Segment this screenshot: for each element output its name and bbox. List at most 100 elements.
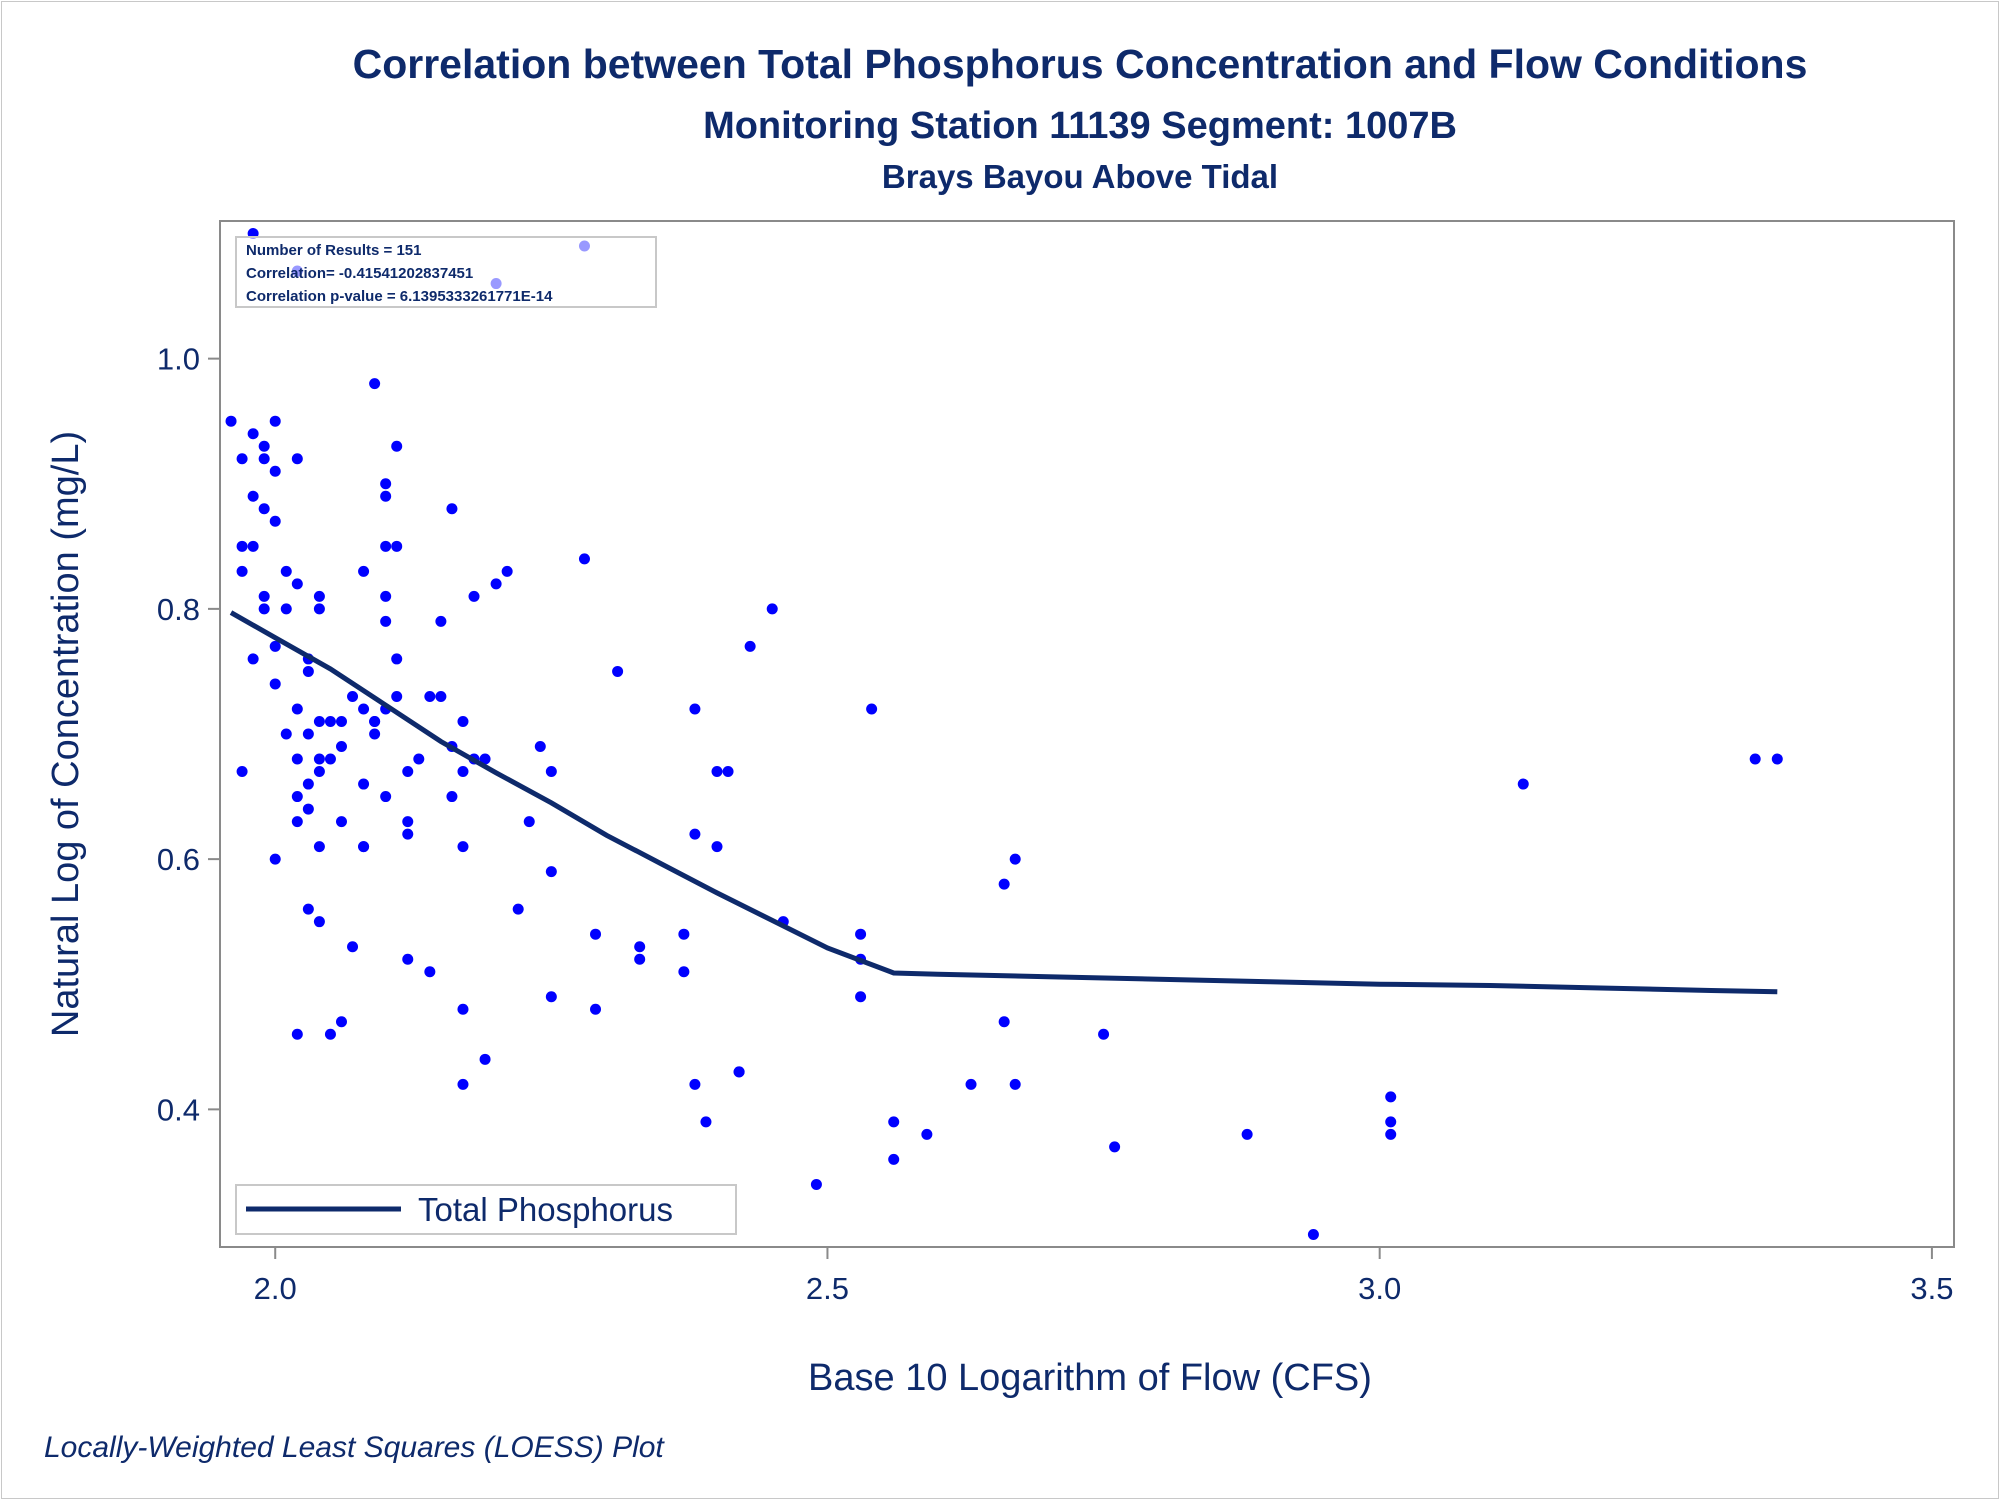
data-point [424, 966, 436, 978]
data-point [313, 916, 325, 928]
data-point [678, 966, 690, 978]
data-point [347, 690, 359, 702]
data-point [888, 1153, 900, 1165]
data-point [380, 478, 392, 490]
data-point [1098, 1028, 1110, 1040]
data-point [380, 791, 392, 803]
stat-correlation: Correlation= -0.41541202837451 [246, 265, 473, 282]
data-point [722, 766, 734, 778]
data-point [324, 753, 336, 765]
data-point [269, 465, 281, 477]
data-point [457, 841, 469, 853]
data-point [313, 841, 325, 853]
chart-subtitle: Monitoring Station 11139 Segment: 1007B [703, 105, 1457, 147]
data-point [369, 378, 381, 390]
data-point [590, 928, 602, 940]
data-point [1385, 1091, 1397, 1103]
data-point [258, 603, 270, 615]
data-point [302, 778, 314, 790]
data-point [766, 603, 778, 615]
data-point [402, 828, 414, 840]
data-point [258, 590, 270, 602]
data-point [347, 941, 359, 953]
data-point [534, 741, 546, 753]
data-point [280, 603, 292, 615]
data-point [1307, 1228, 1319, 1240]
plot-area [219, 220, 1955, 1248]
data-point [302, 728, 314, 740]
data-point [280, 565, 292, 577]
loess-line [229, 610, 1778, 995]
data-point [457, 715, 469, 727]
data-point [1241, 1128, 1253, 1140]
data-point [1771, 753, 1783, 765]
data-point [1385, 1128, 1397, 1140]
data-point [435, 615, 447, 627]
stat-p-value: Correlation p-value = 6.1395333261771E-1… [246, 288, 553, 305]
data-point [700, 1116, 712, 1128]
data-point [291, 453, 303, 465]
y-tick-label: 1.0 [157, 342, 200, 377]
data-point [291, 791, 303, 803]
data-point [402, 766, 414, 778]
data-point [545, 991, 557, 1003]
data-point [998, 878, 1010, 890]
data-point [391, 653, 403, 665]
data-point [236, 540, 248, 552]
data-point [335, 741, 347, 753]
x-tick-label: 2.5 [806, 1271, 849, 1306]
data-point [247, 653, 259, 665]
data-point [512, 903, 524, 915]
data-point [247, 490, 259, 502]
data-point [413, 753, 425, 765]
data-point [269, 678, 281, 690]
data-point [247, 428, 259, 440]
data-point [733, 1066, 745, 1078]
y-tick-label: 0.4 [157, 1092, 200, 1127]
data-point [424, 690, 436, 702]
data-point [855, 991, 867, 1003]
data-point [291, 753, 303, 765]
data-point [457, 1003, 469, 1015]
data-point [269, 515, 281, 527]
scatter-points [225, 228, 1783, 1240]
data-point [391, 440, 403, 452]
y-tick-label: 0.8 [157, 592, 200, 627]
data-point [391, 690, 403, 702]
data-point [313, 603, 325, 615]
data-point [391, 540, 403, 552]
stats-box-frame [235, 236, 657, 308]
data-point [236, 766, 248, 778]
data-point [1517, 778, 1529, 790]
data-point [313, 715, 325, 727]
data-point [335, 1016, 347, 1028]
data-point [324, 715, 336, 727]
data-point [269, 640, 281, 652]
data-point [711, 766, 723, 778]
data-point [501, 565, 513, 577]
data-point [1109, 1141, 1121, 1153]
data-point [291, 703, 303, 715]
data-point [380, 615, 392, 627]
data-point [313, 753, 325, 765]
x-tick-label: 3.0 [1358, 1271, 1401, 1306]
data-point [479, 753, 491, 765]
data-point [380, 540, 392, 552]
data-point [358, 565, 370, 577]
data-point [269, 853, 281, 865]
x-axis-label: Base 10 Logarithm of Flow (CFS) [808, 1357, 1372, 1399]
data-point [236, 565, 248, 577]
data-point [457, 766, 469, 778]
data-point [921, 1128, 933, 1140]
data-point [888, 1116, 900, 1128]
data-point [1009, 1078, 1021, 1090]
data-point [545, 866, 557, 878]
data-point [358, 703, 370, 715]
data-point [744, 640, 756, 652]
x-tick-label: 3.5 [1910, 1271, 1953, 1306]
chart-title: Correlation between Total Phosphorus Con… [353, 41, 1808, 87]
data-point [689, 1078, 701, 1090]
stats-box: Number of Results = 151 Correlation= -0.… [235, 236, 657, 308]
legend: Total Phosphorus [235, 1184, 737, 1235]
